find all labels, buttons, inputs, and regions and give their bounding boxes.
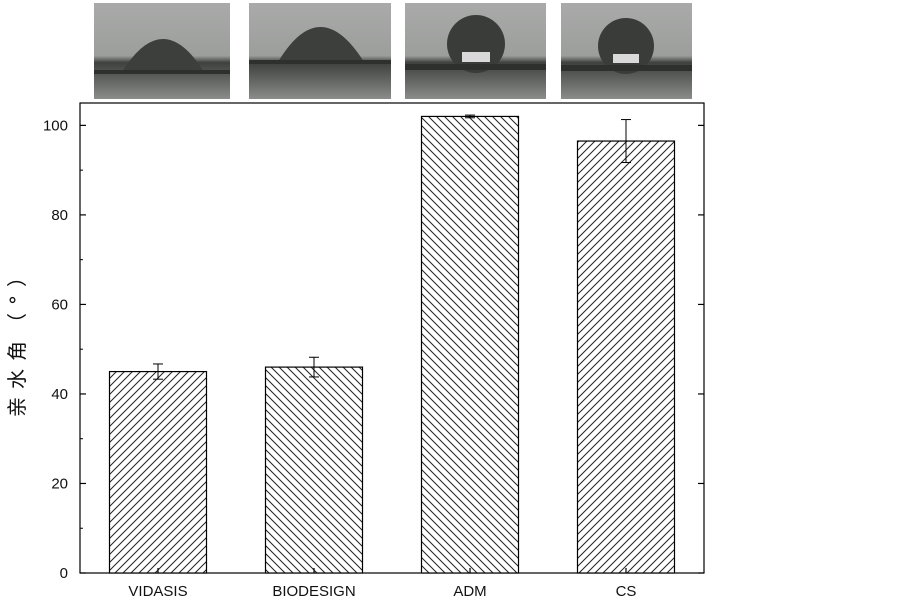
error-bar: [153, 363, 163, 380]
droplet-photo-adm: [405, 3, 546, 99]
bar-biodesign: [264, 366, 364, 574]
error-bar: [309, 356, 319, 378]
x-axis: VIDASIS BIODESIGN ADM CS: [128, 568, 636, 600]
bar-cs: [576, 140, 676, 574]
x-tick-label: ADM: [453, 583, 486, 600]
y-tick-label: 80: [51, 207, 68, 224]
droplet-photo-biodesign: [249, 3, 391, 99]
bars: [108, 114, 676, 574]
plot-frame: [79, 102, 705, 574]
bar-adm: [420, 115, 520, 574]
x-tick-label: VIDASIS: [128, 583, 187, 600]
y-tick-label: 100: [43, 117, 68, 134]
error-bar: [621, 119, 631, 164]
x-tick-label: CS: [616, 583, 637, 600]
y-axis: 0 20 40 60 80 100: [43, 117, 704, 582]
y-tick-label: 20: [51, 475, 68, 492]
x-tick-label: BIODESIGN: [272, 583, 355, 600]
droplet-photo-cs: [561, 3, 692, 99]
droplet-photo-vidasis: [94, 3, 230, 99]
y-tick-label: 60: [51, 296, 68, 313]
droplet-photos: [94, 3, 692, 99]
error-bar: [465, 114, 475, 119]
y-tick-label: 40: [51, 386, 68, 403]
y-tick-label: 0: [60, 565, 68, 582]
y-axis-label: 亲水角（°）: [5, 259, 29, 417]
bar-vidasis: [108, 370, 208, 574]
